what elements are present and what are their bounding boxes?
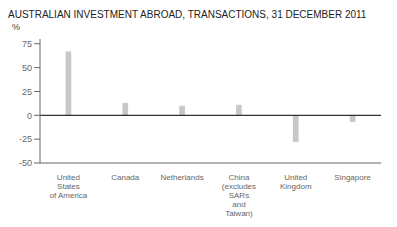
svg-text:Canada: Canada (111, 173, 140, 182)
svg-text:75: 75 (22, 39, 32, 49)
svg-text:-25: -25 (19, 134, 32, 144)
svg-text:Netherlands: Netherlands (161, 173, 204, 182)
svg-text:Singapore: Singapore (334, 173, 371, 182)
svg-text:UnitedStatesof America: UnitedStatesof America (50, 173, 88, 200)
svg-text:50: 50 (22, 63, 32, 73)
svg-text:25: 25 (22, 87, 32, 97)
svg-text:0: 0 (27, 111, 32, 121)
svg-text:China(excludesSARsandTaiwan): China(excludesSARsandTaiwan) (222, 173, 256, 218)
svg-text:-50: -50 (19, 158, 32, 168)
html-text:AUSTRALIAN INVESTMENT ABROAD,: AUSTRALIAN INVESTMENT ABROAD, TRANSACTIO… (8, 9, 367, 20)
svg-text:UnitedKingdom: UnitedKingdom (280, 173, 312, 191)
